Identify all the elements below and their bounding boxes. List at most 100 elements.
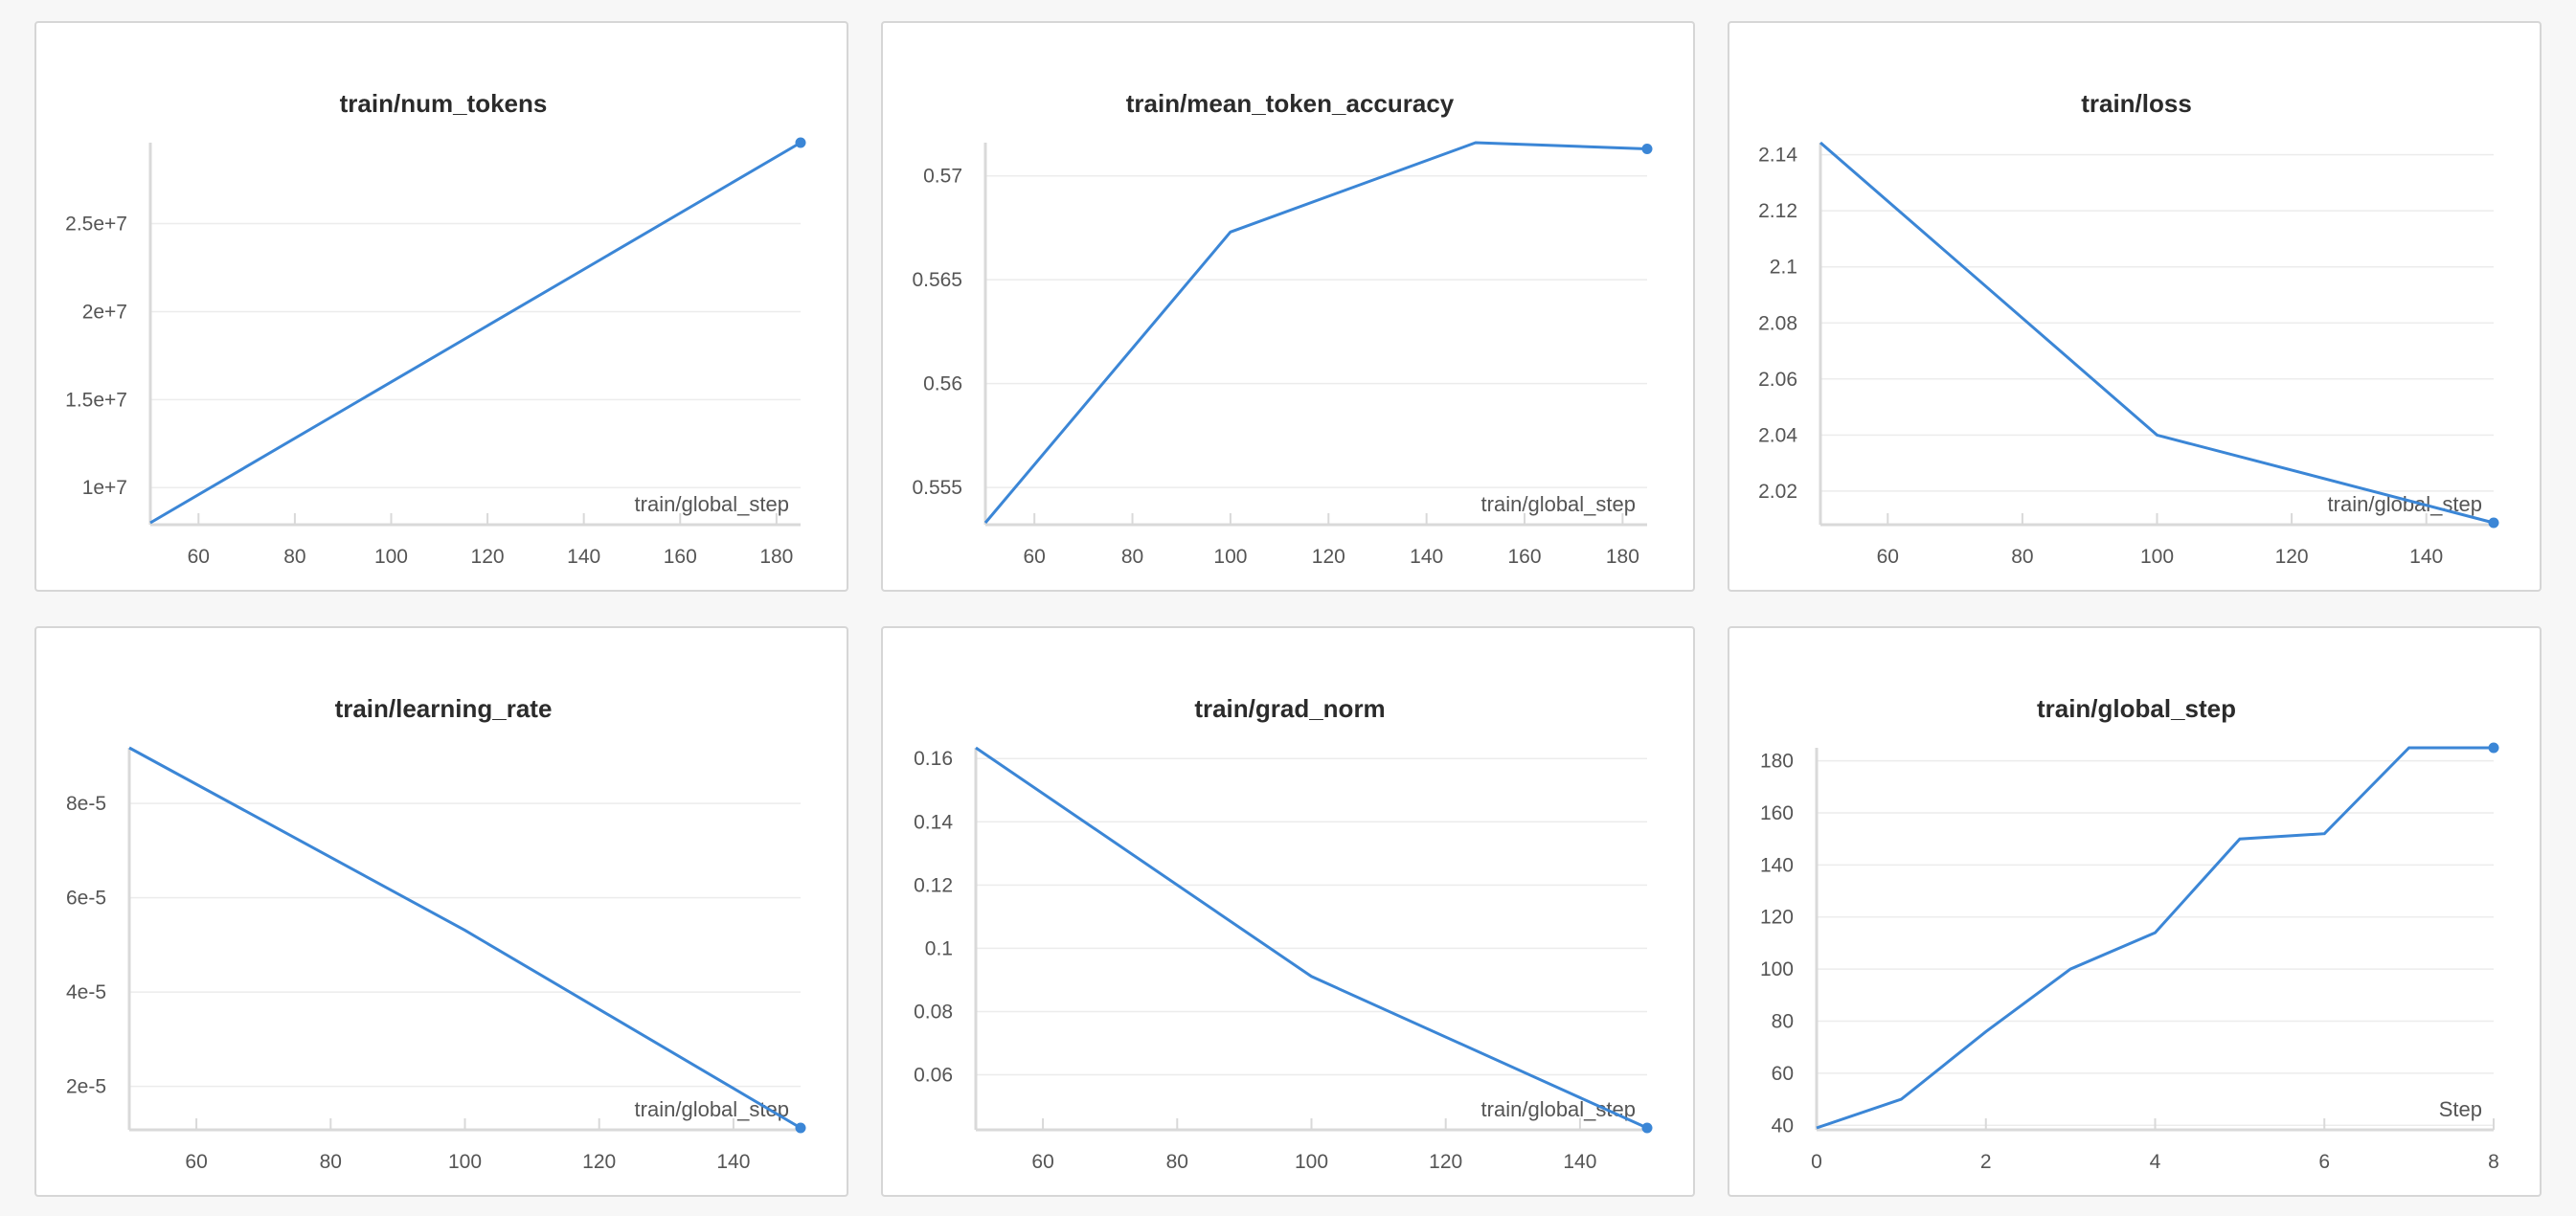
x-tick-label: 60 (188, 546, 210, 568)
chart-svg: train/loss 2.02 2.04 2.06 2.08 2.1 2.12 2.14 60 8… (1758, 89, 2499, 568)
y-tick-label: 4e-5 (66, 981, 106, 1003)
x-tick-label: 80 (1121, 546, 1143, 568)
x-tick-label: 160 (664, 546, 697, 568)
x-tick-label: 140 (1563, 1151, 1596, 1173)
y-tick-label: 0.16 (914, 748, 953, 770)
x-axis-title: train/global_step (1481, 1097, 1636, 1121)
x-tick-label: 120 (1312, 546, 1345, 568)
y-tick-label: 0.56 (923, 373, 962, 395)
y-tick-label: 0.14 (914, 811, 953, 833)
x-tick-label: 120 (1429, 1151, 1462, 1173)
chart-title: train/mean_token_accuracy (1126, 89, 1455, 118)
y-tick-label: 0.555 (912, 477, 962, 499)
y-tick-label: 40 (1772, 1115, 1794, 1137)
series-line (149, 141, 802, 525)
y-tick-label: 2.1 (1770, 257, 1797, 279)
x-tick-label: 100 (1213, 546, 1247, 568)
series-line (1819, 141, 2495, 525)
chart-panel-grad-norm: train/grad_norm 0.06 0.08 0.1 0.12 0.14 0.16 60… (881, 626, 1695, 1197)
chart-svg: train/num_tokens 1e+7 1.5e+7 2e+7 2.5e+7 60 80… (65, 89, 806, 568)
x-tick-label: 180 (1606, 546, 1639, 568)
end-point-marker (2488, 517, 2499, 529)
chart-svg: train/global_step 40 60 80 100 120 140 160 180 0 2… (1760, 694, 2499, 1173)
y-tick-label: 0.08 (914, 1001, 953, 1023)
x-tick-label: 80 (1166, 1151, 1188, 1173)
y-tick-label: 100 (1760, 958, 1794, 980)
x-tick-label: 8 (2488, 1151, 2499, 1173)
chart-panel-mean-token-accuracy: train/mean_token_accuracy 0.555 0.56 0.565 0… (881, 21, 1695, 592)
chart-title: train/grad_norm (1194, 694, 1385, 723)
end-point-marker (795, 137, 806, 148)
x-tick-label: 80 (2011, 546, 2033, 568)
y-tick-label: 2.04 (1758, 424, 1797, 446)
x-tick-label: 100 (448, 1151, 482, 1173)
series-line (983, 141, 1648, 524)
x-tick-label: 180 (759, 546, 793, 568)
x-tick-label: 80 (283, 546, 305, 568)
chart-svg: train/grad_norm 0.06 0.08 0.1 0.12 0.14 0.16 60… (914, 694, 1653, 1173)
y-tick-label: 60 (1772, 1063, 1794, 1085)
y-tick-label: 0.565 (912, 269, 962, 291)
y-tick-label: 140 (1760, 854, 1794, 876)
y-tick-label: 0.12 (914, 874, 953, 896)
y-tick-label: 2.08 (1758, 312, 1797, 334)
chart-panel-learning-rate: train/learning_rate 2e-5 4e-5 6e-5 8e-5 60 80 1… (34, 626, 848, 1197)
chart-panel-num-tokens: train/num_tokens 1e+7 1.5e+7 2e+7 2.5e+7 60 80… (34, 21, 848, 592)
y-tick-label: 8e-5 (66, 793, 106, 815)
x-tick-label: 6 (2318, 1151, 2330, 1173)
x-axis-title: train/global_step (635, 492, 789, 516)
chart-panel-global-step: train/global_step 40 60 80 100 120 140 160 180 0 2… (1728, 626, 2542, 1197)
x-tick-label: 60 (1024, 546, 1046, 568)
y-tick-label: 80 (1772, 1011, 1794, 1033)
x-axis-title: Step (2439, 1097, 2482, 1121)
y-tick-label: 120 (1760, 907, 1794, 929)
y-tick-label: 2.14 (1758, 145, 1797, 167)
x-tick-label: 140 (567, 546, 600, 568)
y-tick-label: 2.5e+7 (65, 214, 127, 236)
chart-title: train/global_step (2037, 694, 2236, 723)
end-point-marker (795, 1122, 806, 1134)
chart-title: train/loss (2081, 89, 2192, 118)
x-axis-title: train/global_step (635, 1097, 789, 1121)
x-tick-label: 2 (1980, 1151, 1992, 1173)
chart-title: train/num_tokens (340, 89, 548, 118)
series-line (128, 746, 802, 1130)
end-point-marker (2488, 742, 2499, 754)
y-tick-label: 2.02 (1758, 481, 1797, 503)
x-tick-label: 140 (716, 1151, 750, 1173)
x-tick-label: 140 (2409, 546, 2443, 568)
x-tick-label: 120 (471, 546, 505, 568)
y-tick-label: 1.5e+7 (65, 389, 127, 411)
x-tick-label: 60 (185, 1151, 207, 1173)
series-line (975, 746, 1648, 1130)
x-tick-label: 4 (2150, 1151, 2161, 1173)
x-tick-label: 120 (2275, 546, 2309, 568)
y-tick-label: 2.12 (1758, 200, 1797, 222)
y-tick-label: 6e-5 (66, 888, 106, 910)
y-tick-label: 0.57 (923, 166, 962, 188)
x-tick-label: 140 (1410, 546, 1443, 568)
chart-title: train/learning_rate (335, 694, 553, 723)
x-tick-label: 100 (1295, 1151, 1328, 1173)
chart-svg: train/mean_token_accuracy 0.555 0.56 0.565 0… (912, 89, 1653, 568)
series-line (1816, 746, 2494, 1130)
y-tick-label: 2e+7 (82, 301, 127, 323)
x-tick-label: 60 (1877, 546, 1899, 568)
x-tick-label: 100 (374, 546, 408, 568)
x-tick-label: 60 (1031, 1151, 1053, 1173)
end-point-marker (1641, 144, 1653, 155)
y-tick-label: 1e+7 (82, 477, 127, 499)
end-point-marker (1641, 1122, 1653, 1134)
y-tick-label: 2.06 (1758, 369, 1797, 391)
x-tick-label: 80 (320, 1151, 342, 1173)
chart-svg: train/learning_rate 2e-5 4e-5 6e-5 8e-5 60 80 1… (66, 694, 806, 1173)
y-tick-label: 0.06 (914, 1065, 953, 1087)
y-tick-label: 0.1 (925, 937, 953, 959)
x-tick-label: 120 (582, 1151, 616, 1173)
chart-panel-loss: train/loss 2.02 2.04 2.06 2.08 2.1 2.12 2.14 60 8… (1728, 21, 2542, 592)
y-tick-label: 2e-5 (66, 1076, 106, 1098)
x-tick-label: 160 (1508, 546, 1542, 568)
x-tick-label: 100 (2140, 546, 2174, 568)
y-tick-label: 180 (1760, 751, 1794, 773)
